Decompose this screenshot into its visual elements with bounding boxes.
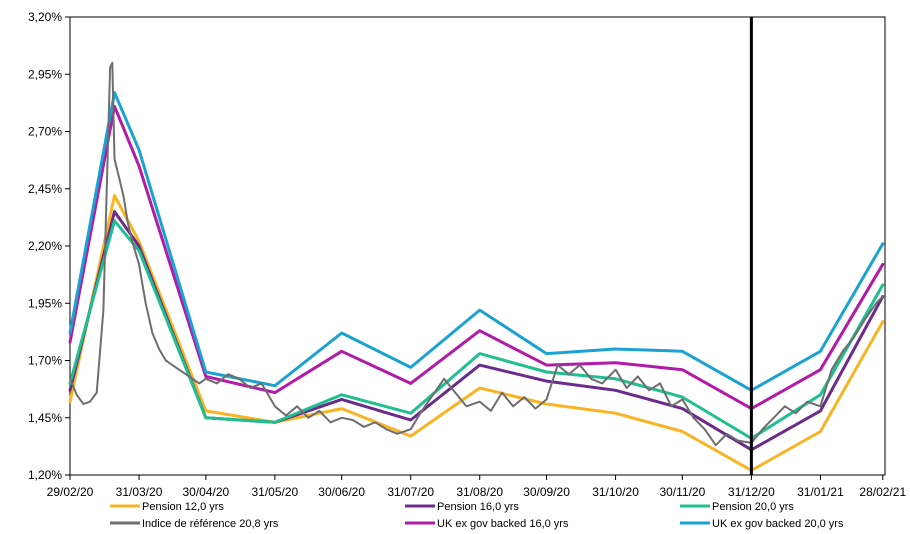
x-tick-label: 30/04/20: [182, 485, 229, 499]
y-tick-label: 1,45%: [28, 411, 62, 425]
y-tick-label: 2,95%: [28, 67, 62, 81]
series-line-5: [68, 91, 885, 392]
y-tick-label: 1,20%: [28, 468, 62, 482]
legend: Pension 12,0 yrs Pension 16,0 yrs Pension …: [110, 501, 844, 530]
legend-label: Pension 16,0 yrs: [437, 501, 519, 513]
legend-label: UK ex gov backed 20,0 yrs: [712, 518, 844, 530]
legend-label: Indice de référence 20,8 yrs: [142, 518, 279, 530]
x-tick-label: 31/12/20: [728, 485, 775, 499]
series-line-4: [68, 104, 885, 411]
legend-label: Pension 20,0 yrs: [712, 501, 794, 513]
x-tick-label: 28/02/21: [859, 485, 906, 499]
y-tick-label: 3,20%: [28, 10, 62, 24]
x-tick-label: 31/05/20: [252, 485, 299, 499]
x-tick-label: 31/10/20: [592, 485, 639, 499]
x-tick-label: 30/09/20: [523, 485, 570, 499]
series-line-2: [68, 219, 885, 440]
x-tick-label: 30/06/20: [318, 485, 365, 499]
y-tick-label: 2,70%: [28, 125, 62, 139]
x-tick-label: 31/01/21: [797, 485, 844, 499]
y-tick-label: 1,70%: [28, 354, 62, 368]
x-tick-label: 31/03/20: [116, 485, 163, 499]
x-axis: 29/02/20 31/03/20 30/04/20 31/05/20 30/06/20…: [47, 475, 906, 499]
plot-area: [69, 16, 886, 476]
x-tick-label: 31/07/20: [387, 485, 434, 499]
y-tick-label: 2,45%: [28, 182, 62, 196]
y-tick-label: 2,20%: [28, 239, 62, 253]
y-tick-label: 1,95%: [28, 296, 62, 310]
legend-label: UK ex gov backed 16,0 yrs: [437, 518, 569, 530]
series-line-3: [69, 61, 884, 447]
series-line-0: [68, 194, 885, 472]
y-axis: 1,20% 1,45% 1,70% 1,95% 2,20% 2,45% 2,70% 2,95%…: [28, 10, 70, 482]
x-tick-label: 29/02/20: [47, 485, 94, 499]
legend-label: Pension 12,0 yrs: [142, 501, 224, 513]
x-tick-label: 31/08/20: [456, 485, 503, 499]
series-lines: [68, 61, 885, 472]
x-tick-label: 30/11/20: [659, 485, 705, 499]
